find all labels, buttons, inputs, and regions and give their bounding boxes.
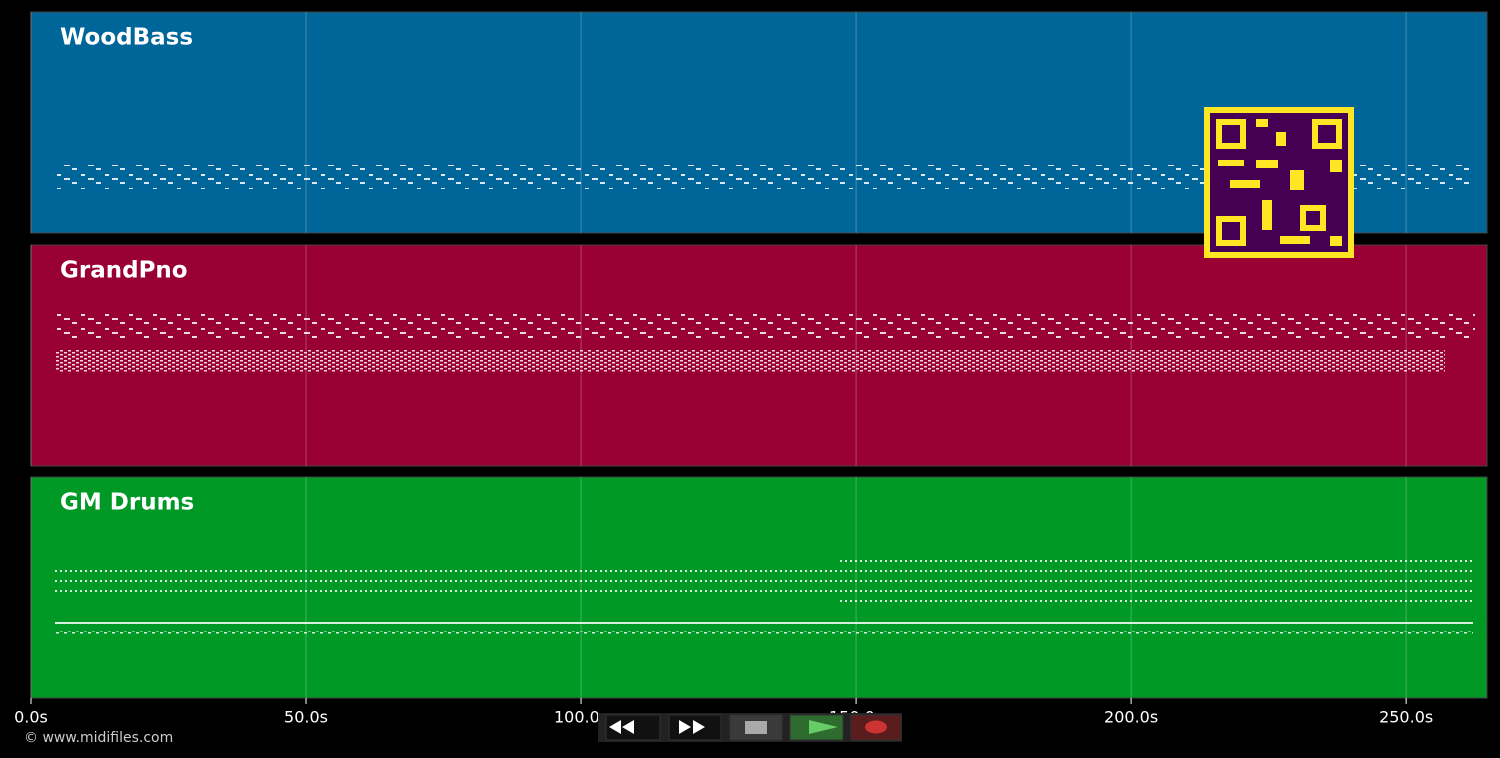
qr-code [1204,107,1354,258]
x-tick-label: 200.0s [1104,708,1158,727]
play-button[interactable] [789,714,844,741]
track-name: WoodBass [60,25,193,51]
track-name: GM Drums [60,490,194,516]
x-tick-label: 0.0s [14,708,48,727]
x-tick-label: 50.0s [284,708,328,727]
x-tick-label: 100.0s [554,708,608,727]
transport [598,713,902,742]
copyright: © www.midifiles.com [24,730,173,746]
forward-button[interactable] [668,714,722,741]
stop-button[interactable] [729,714,783,741]
record-button[interactable] [850,714,902,741]
track-name: GrandPno [60,258,188,284]
x-tick-label: 250.0s [1379,708,1433,727]
rewind-button[interactable] [605,714,661,741]
